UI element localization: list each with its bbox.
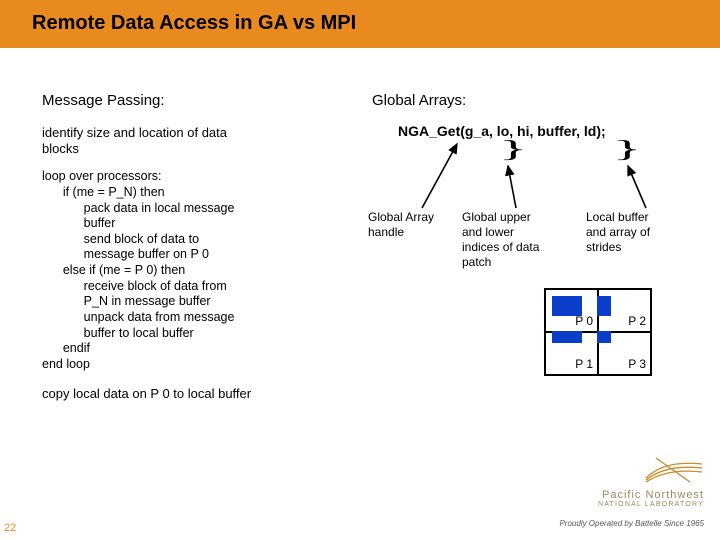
grid-cell-p0: P 0 [544,288,599,333]
p0-label: P 0 [575,314,593,328]
p1-label: P 1 [575,357,593,371]
left-column: Message Passing: identify size and locat… [42,92,342,403]
footer-tagline: Proudly Operated by Battelle Since 1965 [559,519,704,528]
p3-label: P 3 [628,357,646,371]
grid-cell-p3: P 3 [597,331,652,376]
pnnl-logo: Pacific Northwest NATIONAL LABORATORY [598,456,704,508]
processor-grid: P 0 P 2 P 1 P 3 [544,288,654,378]
patch-p2 [597,296,611,316]
grid-cell-p1: P 1 [544,331,599,376]
patch-p1 [552,331,582,343]
patch-p0 [552,296,582,316]
grid-cell-p2: P 2 [597,288,652,333]
patch-p3 [597,331,611,343]
lab-sub: NATIONAL LABORATORY [598,501,704,508]
page-title: Remote Data Access in GA vs MPI [32,12,356,35]
right-heading: Global Arrays: [372,92,712,109]
left-subtext: identify size and location of data block… [42,125,342,158]
left-heading: Message Passing: [42,92,342,111]
desc-indices: Global upper and lower indices of data p… [462,210,572,270]
desc-buffer: Local buffer and array of strides [586,210,686,255]
copy-line: copy local data on P 0 to local buffer [42,386,342,402]
p2-label: P 2 [628,314,646,328]
desc-ga-handle: Global Array handle [368,210,460,240]
page-number: 22 [4,522,16,534]
pseudocode: loop over processors: if (me = P_N) then… [42,169,342,372]
lab-name: Pacific Northwest [598,489,704,501]
